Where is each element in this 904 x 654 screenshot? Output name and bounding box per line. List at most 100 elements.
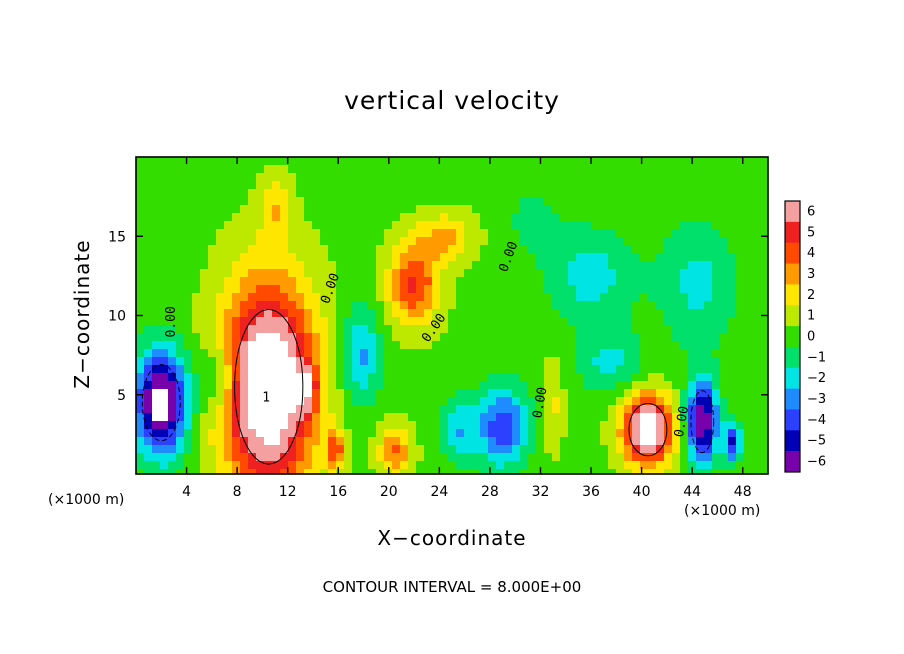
- field-cell: [296, 165, 305, 174]
- field-cell: [608, 221, 617, 230]
- field-cell: [608, 173, 617, 182]
- field-cell: [488, 189, 497, 198]
- field-cell: [704, 317, 713, 326]
- field-cell: [192, 461, 201, 470]
- field-cell: [400, 469, 409, 475]
- field-cell: [400, 373, 409, 382]
- field-cell: [144, 413, 153, 422]
- field-cell: [632, 293, 641, 302]
- field-cell: [344, 461, 353, 470]
- field-cell: [704, 373, 713, 382]
- field-cell: [712, 445, 721, 454]
- field-cell: [656, 237, 665, 246]
- field-cell: [440, 293, 449, 302]
- field-cell: [304, 413, 313, 422]
- field-cell: [280, 365, 289, 374]
- field-cell: [552, 445, 561, 454]
- field-cell: [264, 317, 273, 326]
- field-cell: [632, 205, 641, 214]
- field-cell: [648, 333, 657, 342]
- field-cell: [664, 325, 673, 334]
- field-cell: [632, 333, 641, 342]
- field-cell: [520, 405, 529, 414]
- field-cell: [136, 221, 145, 230]
- field-cell: [504, 157, 513, 166]
- field-cell: [752, 453, 761, 462]
- field-cell: [648, 253, 657, 262]
- field-cell: [256, 293, 265, 302]
- field-cell: [168, 421, 177, 430]
- field-cell: [256, 189, 265, 198]
- field-cell: [576, 445, 585, 454]
- field-cell: [680, 469, 689, 475]
- field-cell: [304, 189, 313, 198]
- field-cell: [568, 365, 577, 374]
- field-cell: [240, 173, 249, 182]
- colorbar-label: 4: [807, 246, 815, 261]
- field-cell: [320, 269, 329, 278]
- field-cell: [736, 309, 745, 318]
- field-cell: [520, 397, 529, 406]
- field-cell: [296, 197, 305, 206]
- field-cell: [376, 197, 385, 206]
- field-cell: [592, 285, 601, 294]
- field-cell: [296, 469, 305, 475]
- field-cell: [752, 197, 761, 206]
- field-cell: [536, 213, 545, 222]
- field-cell: [272, 389, 281, 398]
- field-cell: [664, 389, 673, 398]
- field-cell: [760, 429, 769, 438]
- field-cell: [216, 381, 225, 390]
- field-cell: [136, 189, 145, 198]
- field-cell: [304, 261, 313, 270]
- field-cell: [168, 189, 177, 198]
- field-cell: [304, 405, 313, 414]
- field-cell: [488, 277, 497, 286]
- field-cell: [240, 165, 249, 174]
- field-cell: [192, 437, 201, 446]
- field-cell: [464, 269, 473, 278]
- field-cell: [592, 309, 601, 318]
- field-cell: [632, 277, 641, 286]
- field-cell: [656, 285, 665, 294]
- field-cell: [208, 165, 217, 174]
- field-cell: [384, 317, 393, 326]
- field-cell: [448, 293, 457, 302]
- field-cell: [168, 165, 177, 174]
- field-cell: [296, 421, 305, 430]
- field-cell: [448, 197, 457, 206]
- field-cell: [648, 277, 657, 286]
- field-cell: [264, 437, 273, 446]
- field-cell: [368, 437, 377, 446]
- field-cell: [264, 221, 273, 230]
- field-cell: [512, 333, 521, 342]
- field-cell: [560, 381, 569, 390]
- field-cell: [336, 357, 345, 366]
- field-cell: [632, 197, 641, 206]
- field-cell: [552, 245, 561, 254]
- field-cell: [336, 333, 345, 342]
- field-cell: [352, 413, 361, 422]
- field-cell: [760, 261, 769, 270]
- field-cell: [608, 437, 617, 446]
- field-cell: [288, 213, 297, 222]
- field-cell: [448, 269, 457, 278]
- field-cell: [552, 365, 561, 374]
- field-cell: [296, 237, 305, 246]
- field-cell: [536, 421, 545, 430]
- field-cell: [368, 197, 377, 206]
- x-unit-right: (×1000 m): [684, 503, 761, 519]
- field-cell: [176, 277, 185, 286]
- field-cell: [440, 349, 449, 358]
- field-cell: [288, 437, 297, 446]
- field-cell: [576, 189, 585, 198]
- field-cell: [744, 221, 753, 230]
- colorbar-swatch: [785, 367, 800, 389]
- field-cell: [160, 165, 169, 174]
- field-cell: [760, 405, 769, 414]
- field-cell: [360, 357, 369, 366]
- field-cell: [672, 357, 681, 366]
- field-cell: [608, 253, 617, 262]
- field-cell: [712, 301, 721, 310]
- field-cell: [256, 317, 265, 326]
